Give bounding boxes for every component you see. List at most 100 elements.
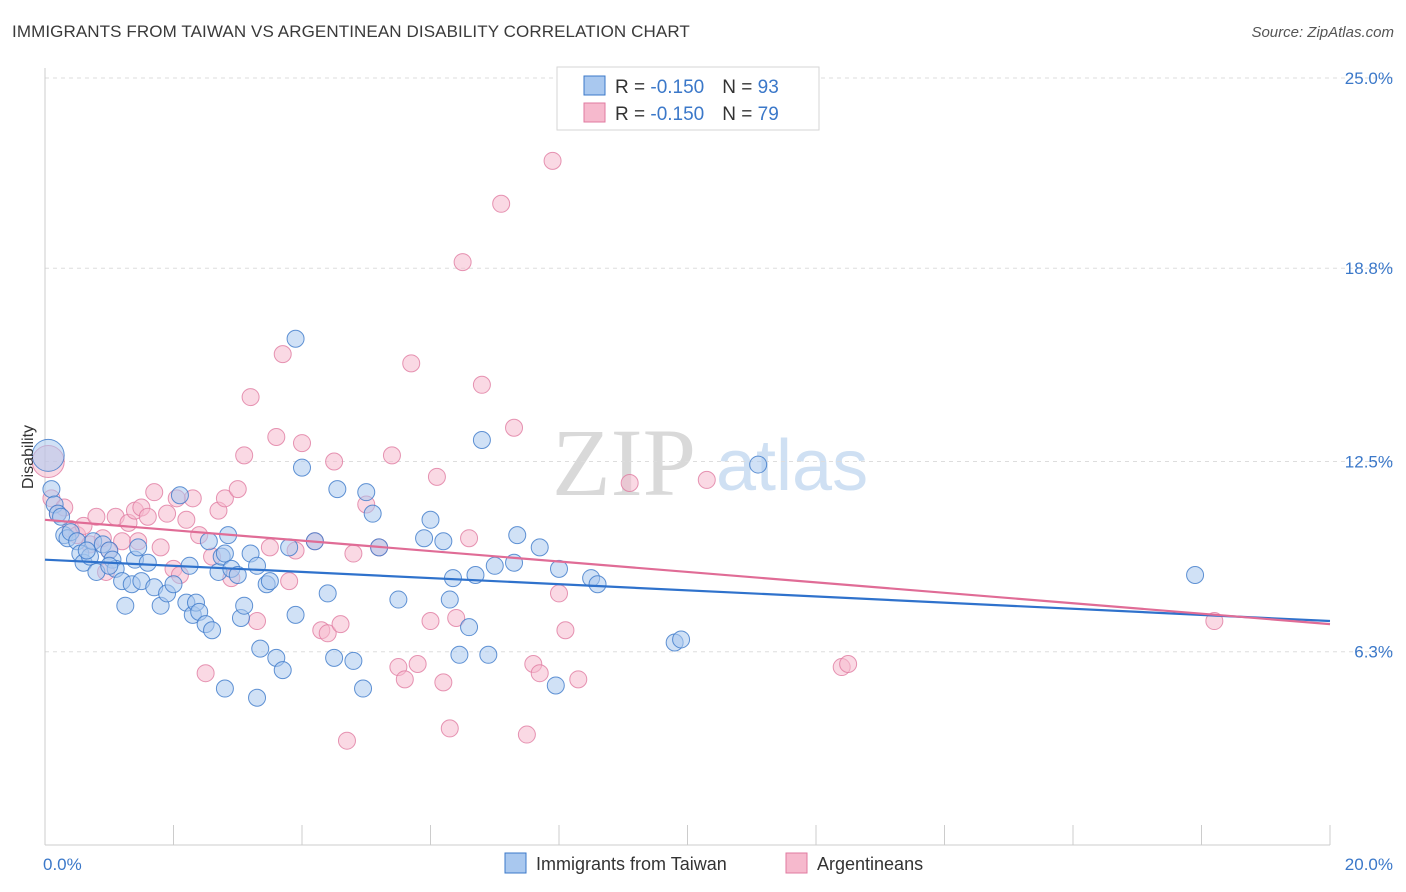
- scatter-point: [530, 664, 549, 683]
- scatter-point: [434, 532, 453, 551]
- scatter-point: [260, 538, 279, 557]
- scatter-point: [87, 507, 106, 526]
- y-axis-title: Disability: [20, 425, 37, 489]
- chart-title: IMMIGRANTS FROM TAIWAN VS ARGENTINEAN DI…: [12, 22, 690, 41]
- scatter-point: [402, 354, 421, 373]
- scatter-point: [1186, 566, 1205, 585]
- bottom-legend: Immigrants from Taiwan Argentineans: [504, 852, 923, 874]
- scatter-point: [354, 679, 373, 698]
- scatter-point: [273, 345, 292, 364]
- scatter-point: [31, 438, 65, 472]
- scatter-point: [408, 654, 427, 673]
- scatter-point: [440, 719, 459, 738]
- scatter-point: [177, 510, 196, 529]
- scatter-point: [556, 621, 575, 640]
- scatter-point: [344, 544, 363, 563]
- scatter-point: [196, 664, 215, 683]
- scatter-point: [248, 612, 267, 631]
- scatter-point: [286, 605, 305, 624]
- trend-line: [44, 518, 1331, 626]
- scatter-point: [273, 661, 292, 680]
- scatter-point: [472, 375, 491, 394]
- scatter-point: [215, 679, 234, 698]
- gridlines: [45, 77, 1395, 653]
- legend-n-label: N =: [722, 104, 757, 125]
- scatter-point: [492, 194, 511, 213]
- legend-n-value: 93: [758, 77, 779, 98]
- legend-r-value: -0.150: [650, 104, 704, 125]
- scatter-point: [331, 615, 350, 634]
- scatter-point: [228, 480, 247, 499]
- scatter-point: [215, 544, 234, 563]
- scatter-point: [344, 651, 363, 670]
- scatter-point: [472, 431, 491, 450]
- watermark: ZIP atlas: [552, 409, 868, 516]
- scatter-point: [543, 151, 562, 170]
- legend-r-label: R =: [615, 77, 650, 98]
- y-tick-labels: 6.3% 12.5% 18.8% 25.0%: [1345, 69, 1393, 662]
- scatter-point: [235, 596, 254, 615]
- scatter-point: [337, 731, 356, 750]
- y-tick-label: 6.3%: [1354, 643, 1393, 662]
- scatter-point: [318, 584, 337, 603]
- scatter-point: [382, 446, 401, 465]
- scatter-point: [116, 596, 135, 615]
- scatter-point: [434, 673, 453, 692]
- legend-r-value: -0.150: [650, 77, 704, 98]
- scatter-point: [293, 434, 311, 453]
- scatter-point: [267, 427, 286, 446]
- scatter-point: [251, 639, 270, 658]
- scatter-point: [328, 480, 347, 499]
- scatter-point: [697, 470, 716, 489]
- scatter-point: [158, 504, 177, 523]
- x-tick-label: 20.0%: [1345, 855, 1393, 874]
- scatter-point: [248, 556, 267, 575]
- trend-lines: [44, 518, 1331, 626]
- watermark-zip: ZIP: [552, 409, 696, 516]
- scatter-point: [620, 473, 639, 492]
- series-immigrants-from-taiwan: [31, 329, 1205, 707]
- scatter-point: [415, 529, 434, 548]
- scatter-point: [280, 538, 299, 557]
- scatter-point: [357, 483, 376, 502]
- scatter-point: [77, 541, 96, 560]
- scatter-point: [293, 458, 311, 477]
- legend-swatch-argentineans: [583, 102, 606, 123]
- x-tick-labels: 0.0% 20.0%: [43, 855, 1393, 874]
- scatter-point: [395, 670, 414, 689]
- scatter-point: [427, 467, 446, 486]
- legend-n-label: N =: [722, 77, 757, 98]
- trend-line: [44, 558, 1331, 623]
- bottom-legend-label-argentineans: Argentineans: [817, 854, 923, 874]
- scatter-point: [460, 618, 479, 637]
- scatter-point: [248, 688, 267, 707]
- scatter-point: [145, 483, 164, 502]
- scatter-point: [479, 645, 498, 664]
- scatter-point: [460, 529, 479, 548]
- scatter-point: [517, 725, 536, 744]
- scatter-point: [569, 670, 588, 689]
- scatter-point: [530, 538, 549, 557]
- y-tick-label: 25.0%: [1345, 69, 1393, 88]
- scatter-point: [42, 480, 61, 499]
- legend-r-label: R =: [615, 104, 650, 125]
- scatter-point: [203, 621, 222, 640]
- scatter-point: [421, 510, 440, 529]
- scatter-point: [170, 486, 189, 505]
- scatter-point: [440, 590, 459, 609]
- scatter-point: [389, 590, 408, 609]
- scatter-point: [280, 572, 299, 591]
- scatter-point: [129, 538, 148, 557]
- scatter-point: [215, 489, 234, 508]
- scatter-point: [839, 654, 858, 673]
- scatter-point: [447, 608, 466, 627]
- scatter-point: [138, 553, 157, 572]
- scatter-point: [550, 559, 568, 578]
- watermark-atlas: atlas: [716, 426, 868, 506]
- scatter-point: [286, 329, 305, 348]
- scatter-point: [550, 584, 568, 603]
- scatter-point: [151, 538, 170, 557]
- scatter-point: [749, 455, 768, 474]
- scatter-point: [508, 526, 527, 545]
- scatter-point: [546, 676, 565, 695]
